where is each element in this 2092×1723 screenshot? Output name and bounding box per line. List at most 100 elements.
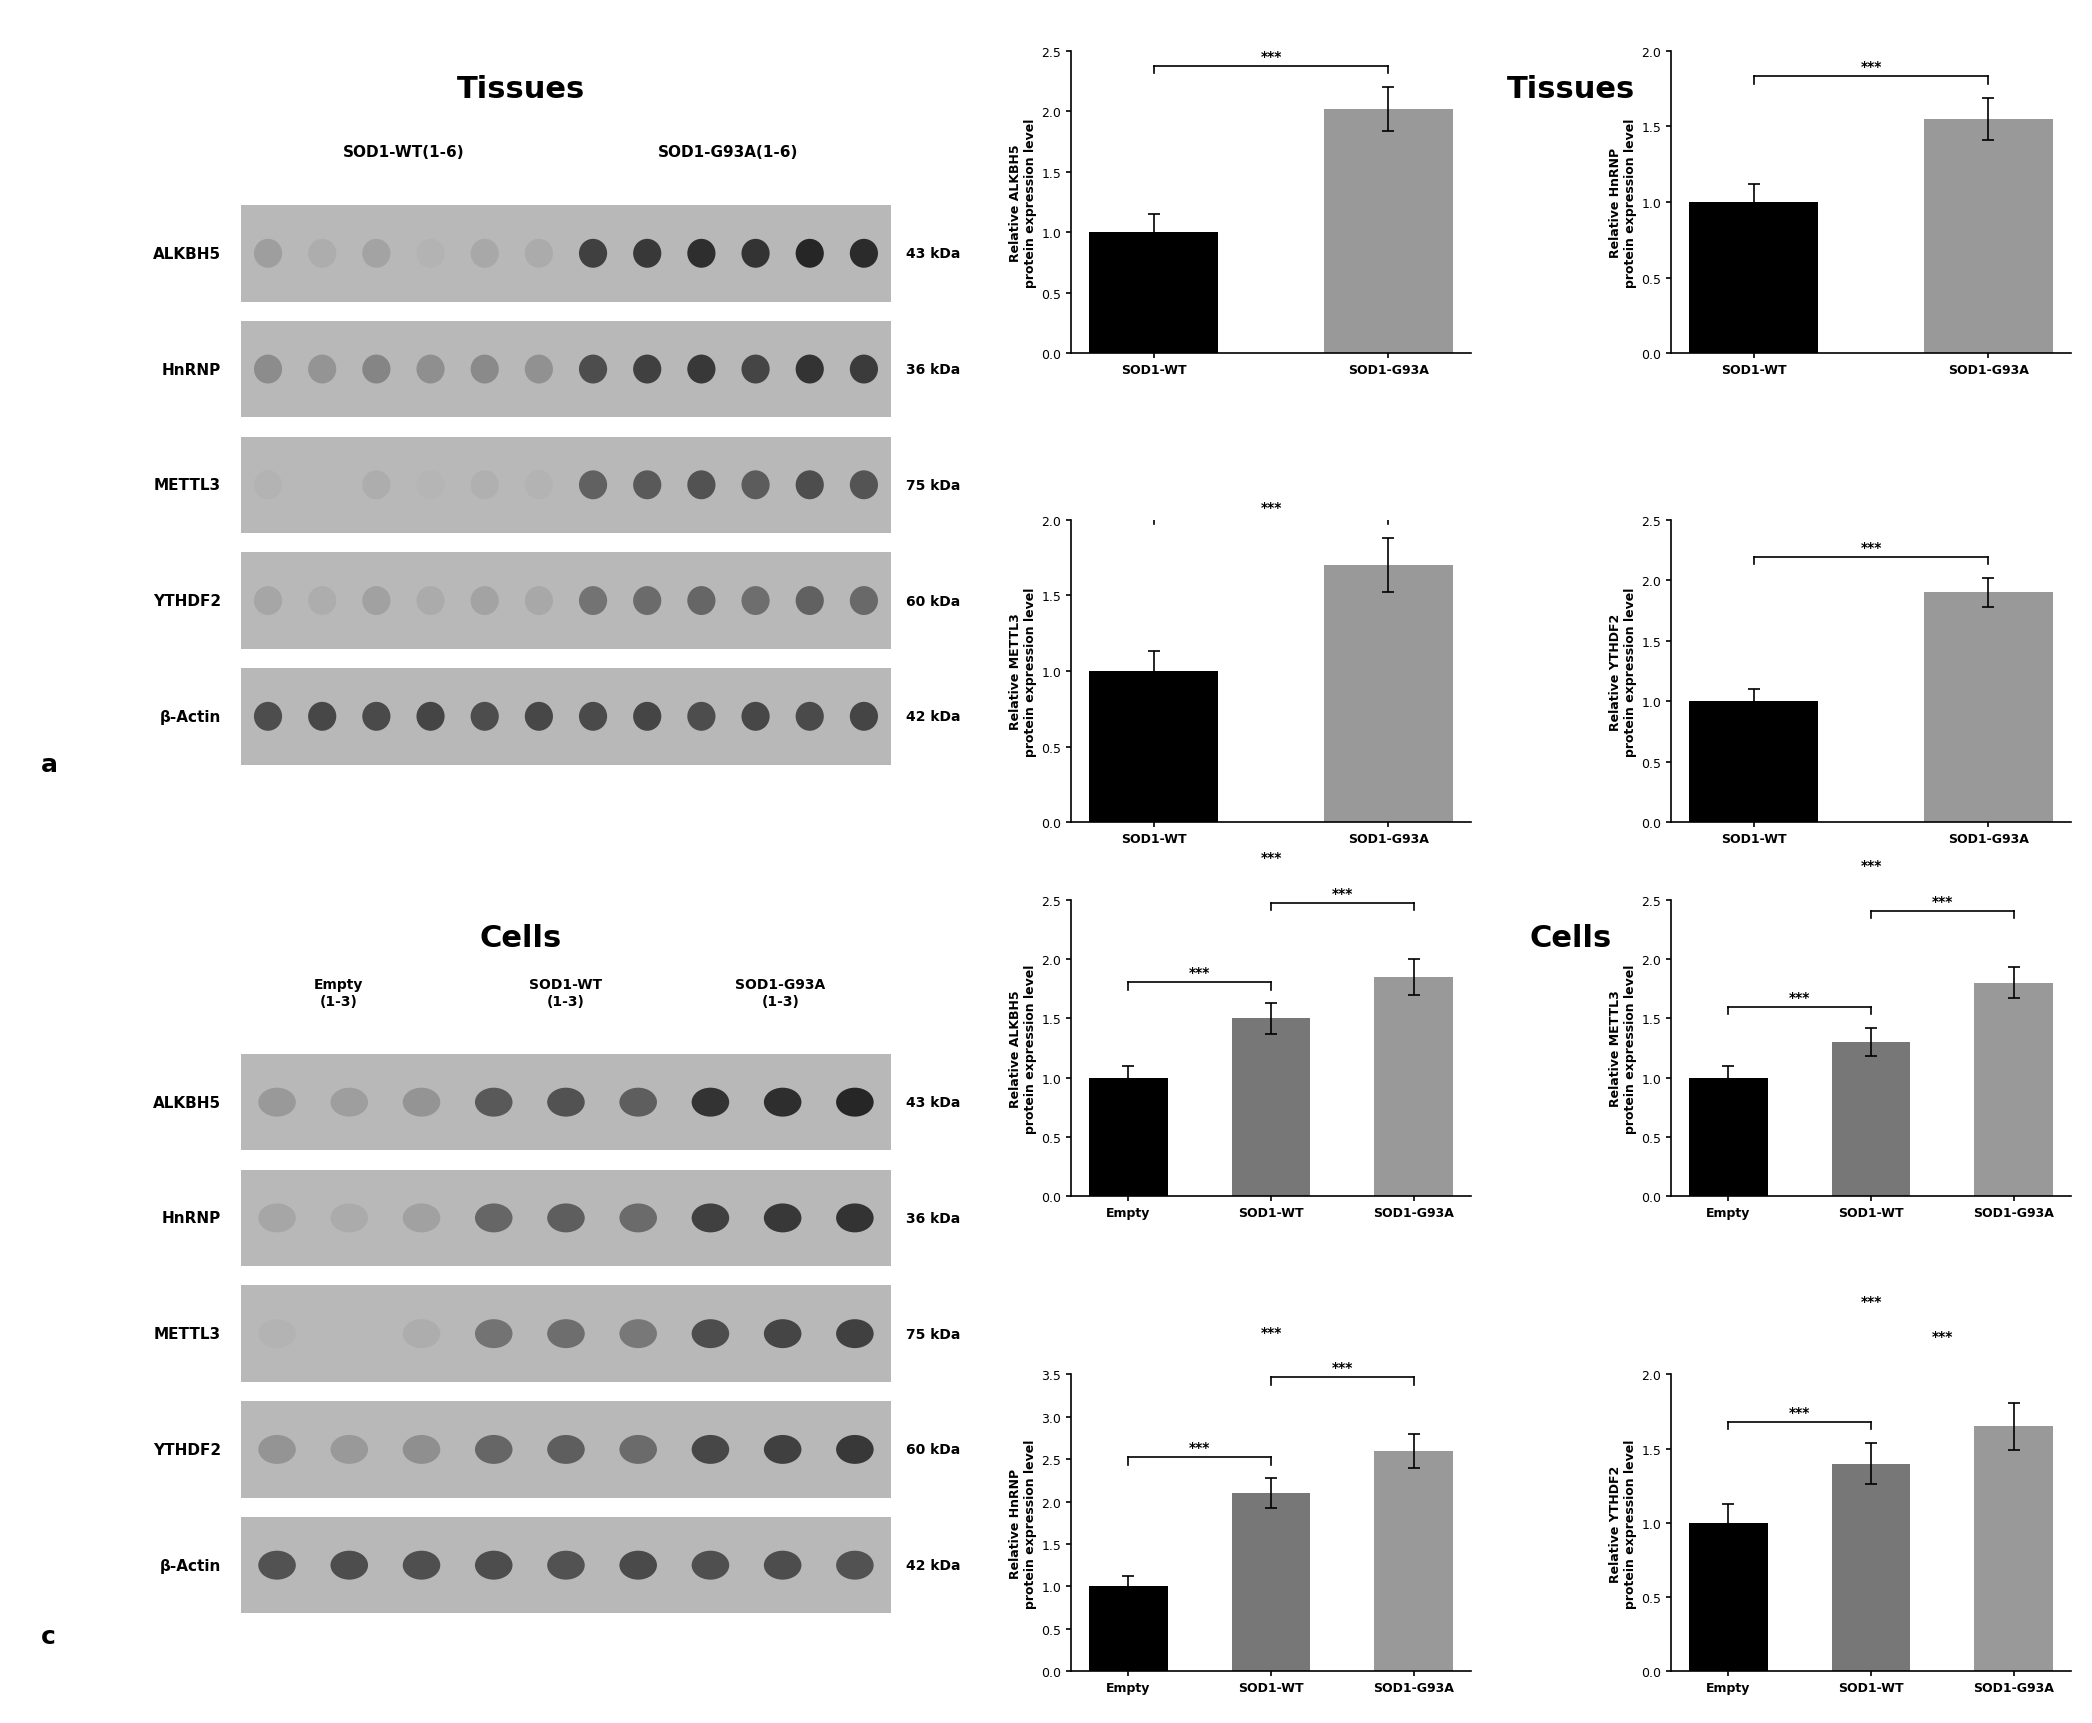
Ellipse shape: [308, 470, 337, 500]
FancyBboxPatch shape: [241, 553, 891, 650]
Y-axis label: Relative YTHDF2
protein expression level: Relative YTHDF2 protein expression level: [1609, 1439, 1638, 1608]
Y-axis label: Relative YTHDF2
protein expression level: Relative YTHDF2 protein expression level: [1609, 588, 1638, 756]
Text: β-Actin: β-Actin: [159, 1558, 222, 1573]
Ellipse shape: [548, 1320, 586, 1349]
Ellipse shape: [764, 1435, 801, 1465]
Ellipse shape: [619, 1204, 657, 1232]
Text: Cells: Cells: [1529, 924, 1613, 953]
Ellipse shape: [634, 588, 661, 615]
Text: 36 kDa: 36 kDa: [906, 1211, 960, 1225]
Bar: [1688, 1523, 1768, 1671]
Ellipse shape: [849, 239, 879, 269]
Text: ***: ***: [1789, 991, 1810, 1005]
Text: ***: ***: [1259, 50, 1282, 64]
Ellipse shape: [849, 703, 879, 731]
Text: 42 kDa: 42 kDa: [906, 1558, 960, 1573]
Ellipse shape: [331, 1320, 368, 1349]
Ellipse shape: [253, 470, 282, 500]
Ellipse shape: [741, 355, 770, 384]
Text: β-Actin: β-Actin: [159, 710, 222, 724]
Ellipse shape: [548, 1435, 586, 1465]
Text: ***: ***: [1259, 500, 1282, 515]
Ellipse shape: [619, 1320, 657, 1349]
Bar: [1833, 1042, 1910, 1197]
Ellipse shape: [795, 703, 824, 731]
Ellipse shape: [253, 588, 282, 615]
Text: SOD1-WT(1-6): SOD1-WT(1-6): [343, 145, 464, 160]
Text: ***: ***: [1931, 1330, 1954, 1344]
FancyBboxPatch shape: [241, 1054, 891, 1151]
Ellipse shape: [619, 1087, 657, 1117]
Ellipse shape: [795, 239, 824, 269]
Ellipse shape: [688, 588, 715, 615]
Text: ***: ***: [1259, 1325, 1282, 1339]
Bar: [1925, 119, 2052, 355]
Ellipse shape: [471, 588, 498, 615]
Text: YTHDF2: YTHDF2: [153, 1442, 222, 1458]
Ellipse shape: [257, 1551, 295, 1580]
Text: HnRNP: HnRNP: [161, 1211, 222, 1225]
Ellipse shape: [404, 1435, 439, 1465]
Ellipse shape: [331, 1435, 368, 1465]
Ellipse shape: [741, 470, 770, 500]
Ellipse shape: [548, 1551, 586, 1580]
Ellipse shape: [619, 1551, 657, 1580]
Bar: [1374, 977, 1452, 1197]
Ellipse shape: [837, 1087, 874, 1117]
Ellipse shape: [634, 239, 661, 269]
Ellipse shape: [764, 1551, 801, 1580]
Text: b: b: [1082, 791, 1098, 815]
Ellipse shape: [475, 1551, 513, 1580]
Ellipse shape: [525, 703, 552, 731]
FancyBboxPatch shape: [241, 438, 891, 534]
Ellipse shape: [404, 1320, 439, 1349]
Ellipse shape: [308, 588, 337, 615]
FancyBboxPatch shape: [241, 1285, 891, 1382]
Text: 60 kDa: 60 kDa: [906, 1442, 960, 1456]
Ellipse shape: [579, 355, 607, 384]
Text: SOD1-G93A(1-6): SOD1-G93A(1-6): [659, 145, 799, 160]
Bar: [1324, 565, 1452, 824]
Ellipse shape: [362, 470, 391, 500]
Text: 75 kDa: 75 kDa: [906, 479, 960, 493]
Text: ***: ***: [1188, 965, 1211, 980]
Bar: [1688, 1079, 1768, 1197]
Text: ***: ***: [1860, 60, 1881, 74]
Ellipse shape: [257, 1320, 295, 1349]
Ellipse shape: [837, 1320, 874, 1349]
Ellipse shape: [634, 355, 661, 384]
Text: c: c: [42, 1625, 56, 1649]
Text: ALKBH5: ALKBH5: [153, 246, 222, 262]
Ellipse shape: [416, 703, 446, 731]
Y-axis label: Relative ALKBH5
protein expression level: Relative ALKBH5 protein expression level: [1008, 119, 1038, 288]
Ellipse shape: [837, 1551, 874, 1580]
Text: SOD1-G93A
(1-3): SOD1-G93A (1-3): [736, 979, 826, 1008]
Text: ***: ***: [1333, 886, 1354, 899]
Bar: [1975, 1427, 2052, 1671]
Ellipse shape: [692, 1087, 730, 1117]
Ellipse shape: [764, 1204, 801, 1232]
Ellipse shape: [404, 1087, 439, 1117]
Y-axis label: Relative HnRNP
protein expression level: Relative HnRNP protein expression level: [1008, 1439, 1038, 1608]
Ellipse shape: [362, 703, 391, 731]
Ellipse shape: [253, 703, 282, 731]
Ellipse shape: [741, 703, 770, 731]
Ellipse shape: [688, 470, 715, 500]
Ellipse shape: [741, 588, 770, 615]
Ellipse shape: [837, 1435, 874, 1465]
Text: Cells: Cells: [479, 924, 563, 953]
Ellipse shape: [764, 1087, 801, 1117]
Ellipse shape: [741, 239, 770, 269]
Text: Tissues: Tissues: [1506, 74, 1636, 103]
Text: ***: ***: [1860, 541, 1881, 555]
Ellipse shape: [634, 470, 661, 500]
Text: ALKBH5: ALKBH5: [153, 1096, 222, 1110]
Text: YTHDF2: YTHDF2: [153, 594, 222, 608]
Text: a: a: [42, 753, 59, 777]
Ellipse shape: [416, 588, 446, 615]
Text: METTL3: METTL3: [155, 1327, 222, 1342]
Text: ***: ***: [1259, 851, 1282, 865]
Ellipse shape: [525, 588, 552, 615]
Ellipse shape: [257, 1435, 295, 1465]
Text: ***: ***: [1931, 894, 1954, 908]
